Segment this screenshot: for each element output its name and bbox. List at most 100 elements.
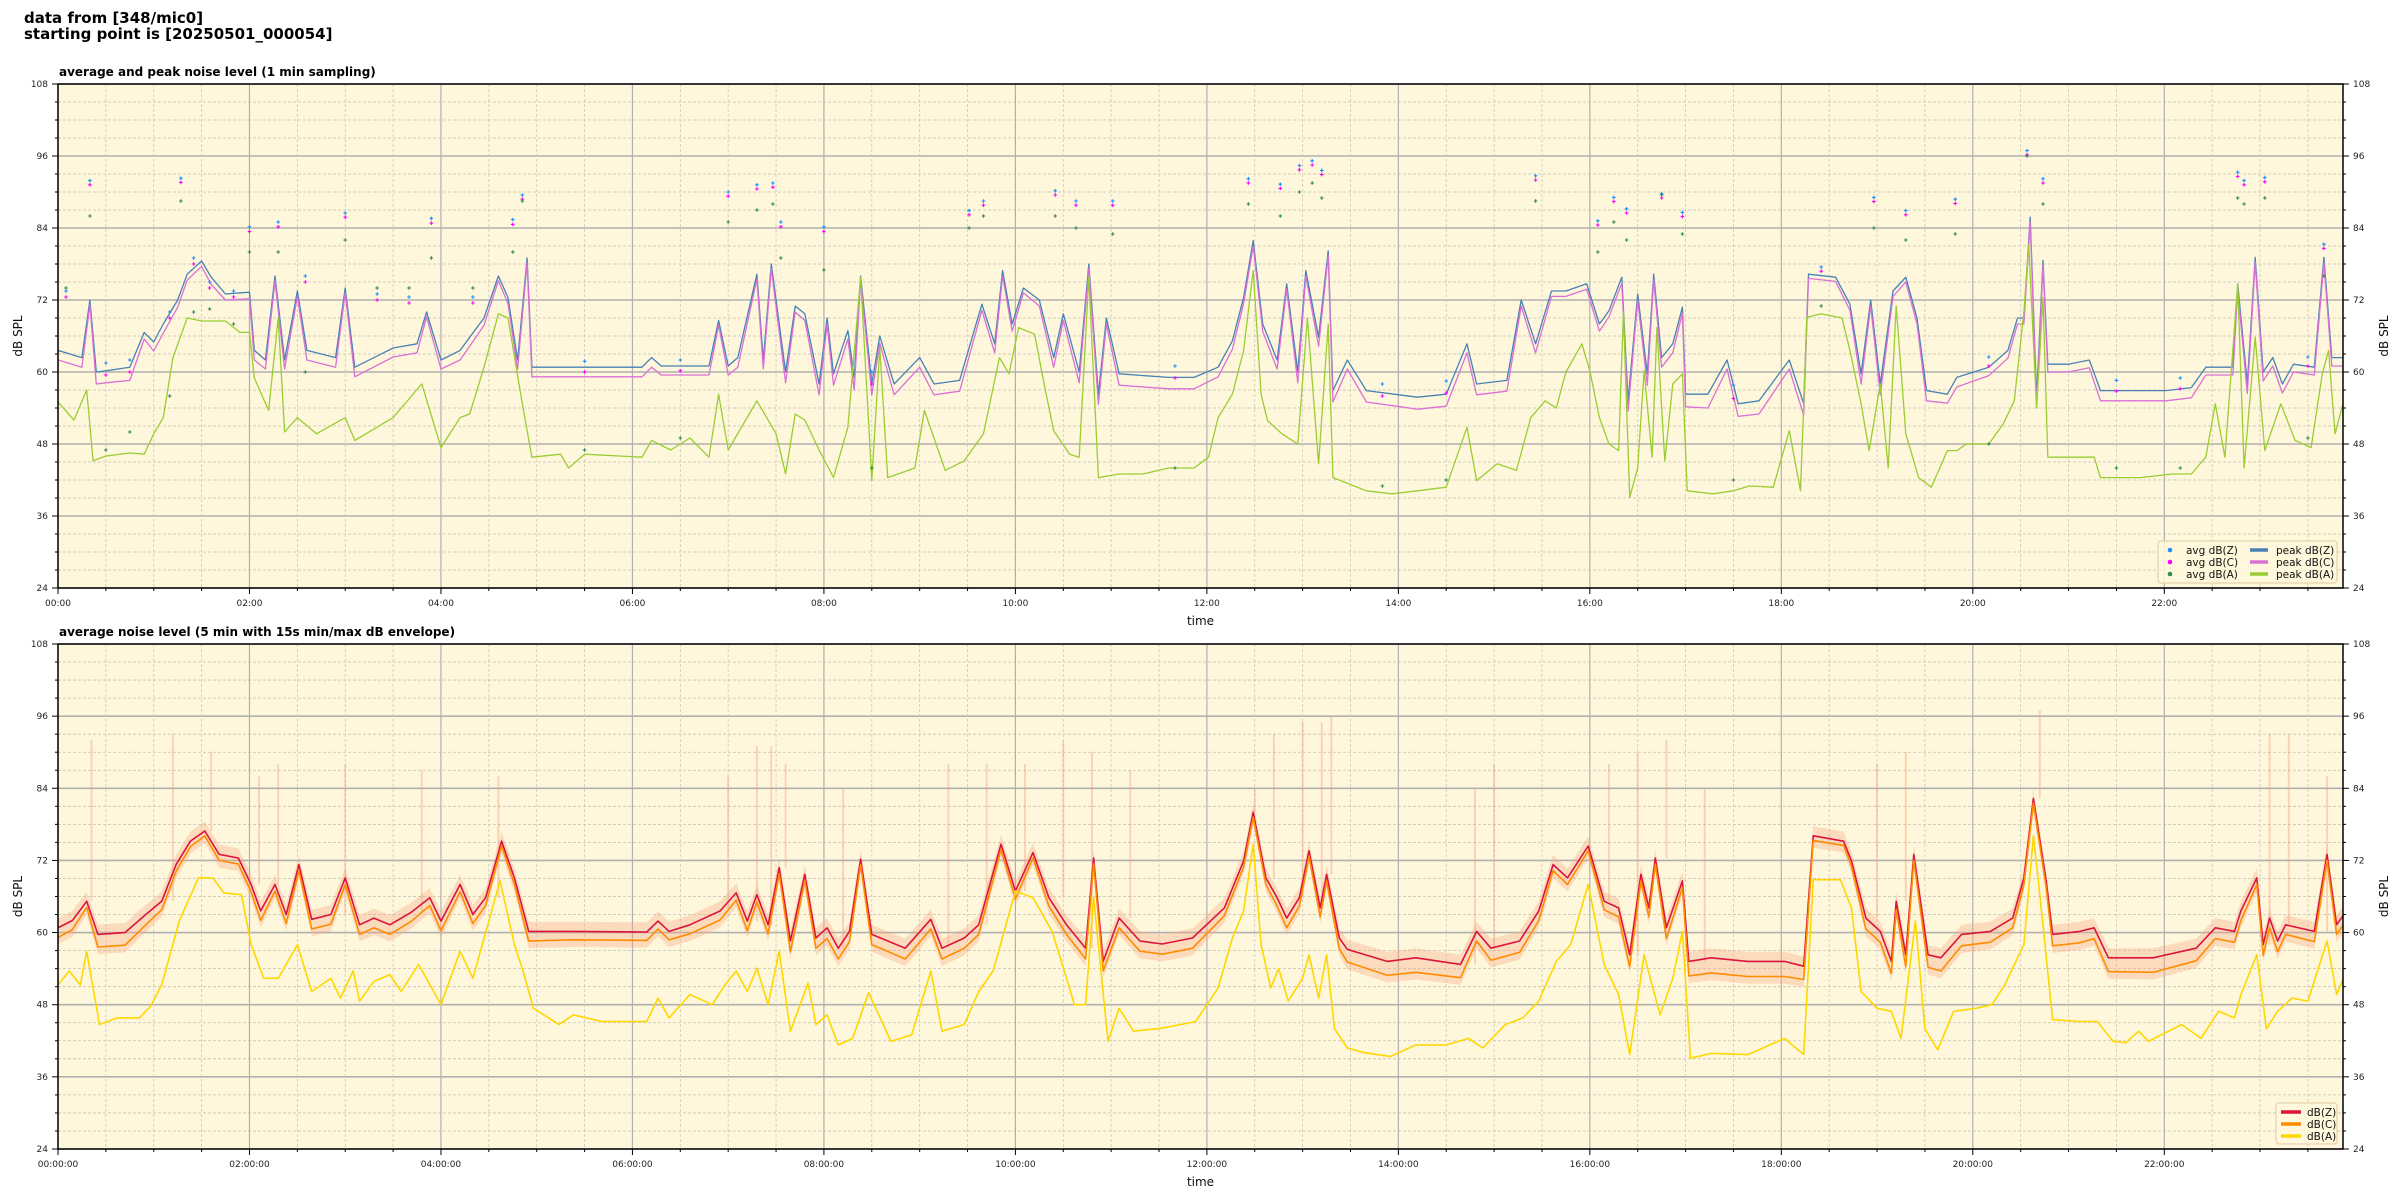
y-tick-label-right: 60 (2353, 368, 2365, 378)
peak-point-peakdbc (2306, 364, 2310, 368)
peak-point-peakdba (2263, 196, 2267, 200)
legend-marker (2167, 571, 2173, 577)
peak-point-peakdba (2114, 466, 2119, 470)
y-axis-label: dB SPL (11, 315, 25, 357)
peak-point-peakdbc (981, 203, 986, 207)
peak-point-peakdbz (520, 193, 525, 197)
legend-marker (2167, 559, 2173, 565)
peak-point-peakdba (1680, 232, 1685, 236)
x-tick-label: 20:00:00 (1953, 1160, 1994, 1170)
plot-avg-envelope: 24 24 36 36 48 48 60 60 72 72 84 84 96 96 108 108 00:00:… (11, 625, 2391, 1189)
peak-point-peakdbc (1903, 213, 1908, 217)
y-axis-label-right: dB SPL (2377, 876, 2391, 918)
peak-point-peakdba (1872, 226, 1876, 230)
peak-point-peakdbz (1246, 177, 1251, 181)
peak-point-peakdbc (779, 225, 783, 229)
plot-title: average noise level (5 min with 15s min/… (59, 625, 455, 639)
axes-frame (57, 643, 2344, 1150)
envelope-band (58, 788, 2343, 987)
peak-point-peakdbz (1624, 207, 1629, 211)
y-tick-label: 36 (37, 512, 49, 522)
peak-point-peakdbc (582, 370, 587, 374)
peak-point-peakdbc (1074, 203, 1078, 207)
peak-point-peakdbc (303, 280, 308, 284)
peak-point-peakdba (1297, 190, 1302, 194)
peak-point-peakdba (678, 436, 683, 440)
peak-point-peakdba (1986, 442, 1991, 446)
peak-point-peakdbc (429, 221, 434, 225)
peak-point-peakdbz (128, 358, 132, 362)
peak-point-peakdba (429, 256, 434, 260)
y-tick-label-right: 72 (2353, 856, 2364, 866)
x-tick-label: 06:00:00 (612, 1160, 653, 1170)
peak-point-peakdbc (1611, 199, 1616, 204)
y-axis-label: dB SPL (11, 876, 25, 918)
y-tick-label-right: 96 (2353, 152, 2365, 162)
x-axis-label: time (1187, 1175, 1214, 1189)
peak-point-peakdbz (2025, 148, 2029, 153)
peak-point-peakdbc (2178, 387, 2183, 391)
peak-point-peakdbc (726, 194, 730, 198)
peak-point-peakdbc (207, 286, 212, 290)
y-tick-label: 72 (37, 296, 48, 306)
peak-point-peakdbz (231, 289, 236, 293)
peak-point-peakdba (2178, 466, 2183, 470)
x-tick-label: 16:00 (1577, 599, 1603, 609)
y-tick-label-right: 48 (2353, 1001, 2365, 1011)
peak-point-peakdbz (2041, 177, 2045, 181)
x-tick-label: 22:00 (2151, 599, 2177, 609)
peak-point-peakdbz (1310, 159, 1314, 163)
x-tick-label: 14:00:00 (1378, 1160, 1419, 1170)
legend-label: dB(Z) (2307, 1107, 2336, 1119)
peak-point-peakdbc (2235, 174, 2240, 179)
x-tick-label: 02:00 (237, 599, 263, 609)
peak-point-peakdbz (981, 199, 986, 203)
peak-point-peakdba (755, 208, 759, 212)
legend-label: avg dB(C) (2186, 557, 2238, 569)
plot-title: average and peak noise level (1 min samp… (59, 65, 376, 79)
y-axis-label-right: dB SPL (2377, 315, 2391, 357)
peak-point-peakdbz (1173, 364, 1177, 368)
peak-point-peakdbz (869, 370, 874, 374)
peak-point-peakdba (1319, 196, 1324, 200)
peak-point-peakdba (2025, 154, 2029, 158)
y-tick-label-right: 84 (2353, 224, 2365, 234)
peak-point-peakdbc (64, 295, 68, 299)
peak-point-peakdbz (1074, 199, 1078, 203)
peak-point-peakdba (1074, 226, 1078, 230)
peak-point-peakdbz (726, 190, 730, 194)
y-tick-label: 60 (37, 368, 49, 378)
peak-point-peakdbz (2263, 175, 2267, 180)
peak-point-peakdbz (88, 178, 92, 183)
y-tick-label: 24 (37, 584, 49, 594)
peak-point-peakdba (1596, 250, 1600, 254)
peak-point-peakdbz (755, 183, 759, 187)
peak-point-peakdba (1903, 238, 1908, 242)
legend-label: peak dB(Z) (2276, 545, 2334, 557)
legend-label: peak dB(A) (2276, 569, 2334, 581)
peak-point-peakdba (1953, 232, 1958, 236)
peak-point-peakdbz (1903, 208, 1908, 213)
peak-point-peakdbz (207, 280, 212, 284)
peak-point-peakdba (303, 370, 308, 374)
peak-point-peakdbc (276, 225, 281, 229)
y-tick-label-right: 24 (2353, 584, 2365, 594)
peak-point-peakdbc (1953, 201, 1958, 206)
y-tick-label-right: 24 (2353, 1145, 2365, 1155)
peak-point-peakdbc (1173, 376, 1177, 380)
x-tick-label: 04:00 (428, 599, 454, 609)
y-tick-label: 72 (37, 856, 48, 866)
peak-point-peakdbc (510, 222, 515, 227)
peak-point-peakdbz (2322, 242, 2326, 246)
peak-point-peakdbz (303, 274, 308, 278)
legend-label: peak dB(C) (2276, 557, 2334, 569)
y-tick-label: 96 (37, 152, 49, 162)
peak-point-peakdbz (247, 225, 252, 229)
x-tick-label: 00:00 (45, 599, 71, 609)
y-tick-label: 24 (37, 1145, 49, 1155)
peak-point-peakdbz (1680, 210, 1685, 215)
peak-point-peakdbz (771, 181, 775, 185)
peak-point-peakdba (779, 256, 783, 260)
header-source: data from [348/mic0] (24, 9, 203, 27)
peak-point-peakdbz (1596, 219, 1600, 223)
